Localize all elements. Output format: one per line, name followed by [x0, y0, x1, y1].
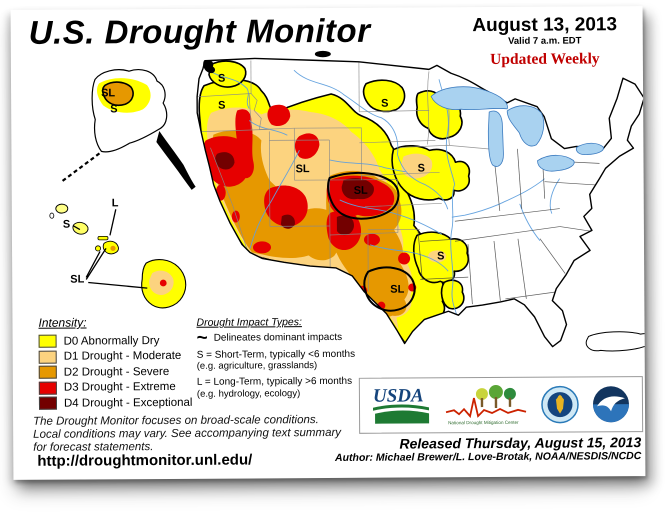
- map-label-oregon-s: S: [218, 100, 225, 112]
- puerto-rico-inset: [585, 331, 646, 352]
- legend-item-d3: D3 Drought - Extreme: [38, 379, 193, 395]
- valid-time: Valid 7 a.m. EDT: [508, 35, 582, 47]
- d1-label: D1 Drought - Moderate: [63, 350, 182, 363]
- map-label-texas-sl: SL: [390, 284, 404, 296]
- noaa-logo: [592, 386, 629, 423]
- map-date: August 13, 2013: [472, 14, 618, 37]
- usda-logo: USDA: [373, 385, 430, 424]
- long-term-label: L = Long-Term, typically >6 months: [196, 375, 353, 388]
- delineates-row: ~ Delineates dominant impacts: [196, 327, 369, 349]
- state-borders: [197, 60, 605, 305]
- map-label-wyoming-sl: SL: [296, 163, 310, 175]
- impact-types-heading: Drought Impact Types:: [196, 316, 302, 329]
- map-artifact-mark: [314, 50, 331, 58]
- delineates-label: Delineates dominant impacts: [213, 331, 343, 344]
- legend-item-d1: D1 Drought - Moderate: [38, 348, 193, 364]
- d3-label: D3 Drought - Extreme: [63, 381, 176, 394]
- agency-logos-box: USDA National Drought Mitigation Center: [358, 376, 644, 434]
- legend-item-d4: D4 Drought - Exceptional: [38, 395, 193, 411]
- impact-boundary-texas: [363, 266, 416, 312]
- drought-monitor-page: U.S. Drought Monitor August 13, 2013 Val…: [10, 6, 647, 480]
- d2-label: D2 Drought - Severe: [63, 365, 170, 379]
- ndmc-caption: National Drought Mitigation Center: [448, 420, 519, 425]
- disclaimer-text: The Drought Monitor focuses on broad-sca…: [33, 414, 341, 455]
- map-label-alaska-s: S: [110, 103, 117, 115]
- map-label-hawaii-sl: SL: [70, 273, 84, 285]
- intensity-heading: Intensity:: [38, 315, 87, 330]
- map-label-louisiana-s: S: [437, 250, 444, 262]
- great-lakes: [430, 86, 604, 172]
- intensity-legend: Intensity: D0 Abnormally Dry D1 Drought …: [38, 315, 192, 411]
- ndmc-logo: National Drought Mitigation Center: [446, 384, 527, 425]
- short-term-example: (e.g. agriculture, grasslands): [196, 360, 318, 372]
- d4-label: D4 Drought - Exceptional: [63, 396, 193, 410]
- d0-swatch: [38, 334, 57, 349]
- map-label-iowa-s: S: [418, 162, 425, 174]
- legend-item-d0: D0 Abnormally Dry: [38, 333, 193, 349]
- long-term-example: (e.g. hydrology, ecology): [196, 387, 301, 400]
- d0-label: D0 Abnormally Dry: [63, 334, 160, 348]
- d2-swatch: [38, 365, 57, 380]
- updated-weekly-note: Updated Weekly: [490, 50, 600, 69]
- map-label-hawaii-s: S: [63, 219, 70, 231]
- impact-types-legend: Drought Impact Types: ~ Delineates domin…: [196, 316, 369, 400]
- drought-overlay: [197, 60, 605, 347]
- national-border: [196, 57, 645, 348]
- page-title: U.S. Drought Monitor: [28, 11, 371, 51]
- alaska-inset: [60, 69, 196, 190]
- hawaii-inset: [49, 203, 187, 309]
- tilde-icon: ~: [196, 327, 208, 349]
- release-info: Released Thursday, August 15, 2013 Autho…: [309, 434, 642, 464]
- map-label-northdakota-s: S: [381, 98, 388, 110]
- author-credit: Author: Michael Brewer/L. Love-Brotak, N…: [334, 450, 642, 464]
- d3-swatch: [38, 381, 57, 395]
- map-label-washington-s: S: [218, 73, 225, 85]
- d4-swatch: [38, 396, 58, 411]
- date-block: August 13, 2013 Valid 7 a.m. EDT Updated…: [443, 14, 647, 69]
- map-label-colorado-kansas-sl: SL: [354, 185, 368, 197]
- map-label-alaska-sl: SL: [101, 87, 115, 99]
- short-term-label: S = Short-Term, typically <6 months: [196, 348, 356, 361]
- puget-sound-detail: [203, 59, 216, 74]
- legend-item-d2: D2 Drought - Severe: [38, 364, 193, 380]
- lower48-outline: [197, 58, 645, 347]
- commerce-seal: [540, 385, 579, 424]
- map-label-hawaii-l: L: [112, 197, 119, 209]
- impact-boundary-colorado: [327, 171, 400, 220]
- drought-monitor-url[interactable]: http://droughtmonitor.unl.edu/: [37, 451, 253, 470]
- disclaimer-line-2: Local conditions may vary. See accompany…: [33, 426, 342, 441]
- usda-text: USDA: [373, 385, 424, 406]
- d1-swatch: [38, 350, 57, 364]
